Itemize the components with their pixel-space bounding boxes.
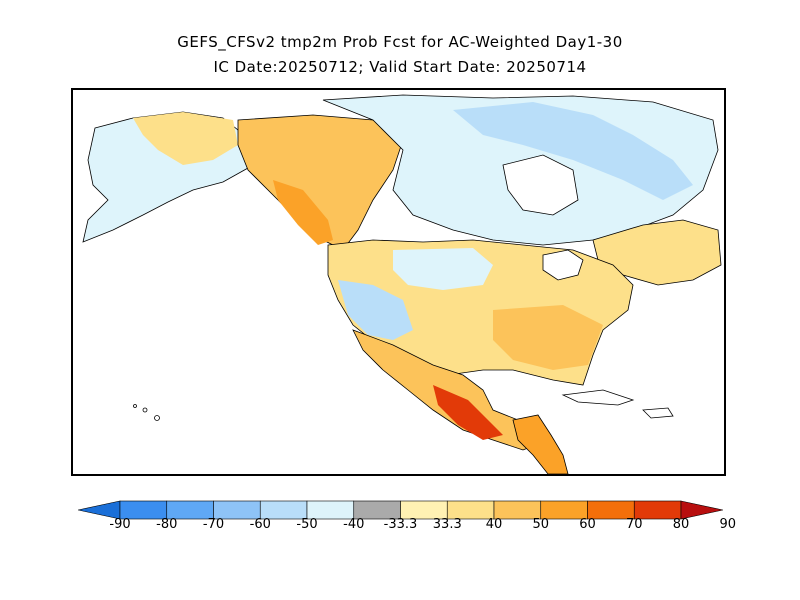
legend-tick-label: -70 — [202, 517, 225, 532]
map-panel — [71, 88, 726, 476]
alaska-warm-patch — [133, 112, 238, 165]
legend-tick-label: 33.3 — [432, 517, 462, 532]
legend-tick-label: 70 — [625, 517, 643, 532]
hudson-bay — [502, 154, 579, 216]
legend-tick-label: -40 — [343, 517, 365, 532]
bc-hot-strip — [273, 180, 333, 245]
chart-title: GEFS_CFSv2 tmp2m Prob Fcst for AC-Weight… — [177, 33, 623, 51]
hawaii-island-1 — [133, 404, 137, 408]
central-america-region — [512, 414, 569, 474]
cuba-island — [561, 389, 635, 406]
legend-tick-label: -90 — [109, 517, 131, 532]
legend-tick-label: -60 — [249, 517, 271, 532]
hawaii-island-3 — [154, 415, 160, 421]
probability-map — [82, 94, 722, 474]
legend-tick-label: 60 — [579, 517, 596, 532]
legend-tick-label: 50 — [532, 517, 550, 532]
southeast-warm — [493, 305, 603, 370]
legend-tick-label: 90 — [719, 517, 737, 532]
mexico-hot-patch — [433, 385, 503, 440]
legend-tick-label: -33.3 — [383, 517, 418, 532]
legend-swatch-right-cap — [680, 500, 723, 520]
hawaii-island-2 — [142, 407, 148, 413]
legend-tick-label: -80 — [156, 517, 178, 532]
great-plains-cold — [393, 248, 493, 290]
color-legend — [78, 500, 723, 520]
legend-tick-label: -50 — [296, 517, 318, 532]
southwest-mixed — [338, 280, 413, 340]
hispaniola-island — [642, 407, 674, 419]
chart-subtitle: IC Date:20250712; Valid Start Date: 2025… — [213, 58, 587, 76]
legend-tick-label: 40 — [485, 517, 503, 532]
arctic-cold-patch — [453, 102, 693, 200]
legend-tick-label: 80 — [672, 517, 690, 532]
great-lakes — [542, 249, 584, 281]
